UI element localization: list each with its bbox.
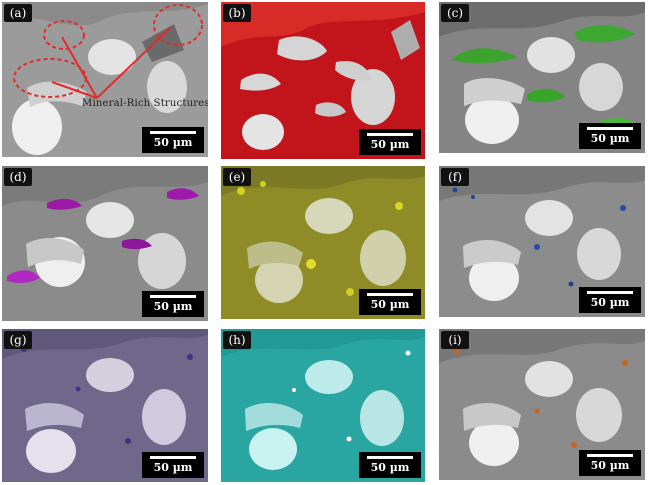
panel-g-sem-image: (g) 50 µm [2, 329, 208, 482]
panel-h-label: (h) [223, 331, 251, 349]
panel-d-label: (d) [4, 168, 32, 186]
panel-b-scale-bar: 50 µm [359, 129, 421, 155]
panel-i-scale-line [587, 454, 633, 457]
panel-g-scale-bar: 50 µm [142, 452, 204, 478]
panel-c-scale-line [587, 127, 633, 130]
panel-a-scale-text: 50 µm [153, 136, 193, 149]
panel-i-sem-image: (i) 50 µm [439, 329, 645, 480]
panel-e-element-map [221, 166, 425, 319]
panel-f-scale-bar: 50 µm [579, 287, 641, 313]
panel-h-scale-text: 50 µm [370, 461, 410, 474]
panel-i-scale-text: 50 µm [590, 459, 630, 472]
panel-a-label: (a) [4, 4, 32, 22]
panel-a-sem-image: (a) Mineral-Rich Structures 50 µm [2, 2, 208, 157]
panel-c-sem-image: (c) 50 µm [439, 2, 645, 153]
panel-h-scale-bar: 50 µm [359, 452, 421, 478]
panel-a-micrograph [2, 2, 208, 157]
panel-c-element-map [439, 2, 645, 153]
panel-c-label: (c) [441, 4, 469, 22]
panel-h-scale-line [367, 456, 413, 459]
panel-g-scale-text: 50 µm [153, 461, 193, 474]
panel-d-scale-bar: 50 µm [142, 291, 204, 317]
panel-d-scale-line [150, 295, 196, 298]
panel-i-label: (i) [441, 331, 469, 349]
panel-e-label: (e) [223, 168, 251, 186]
panel-g-label: (g) [4, 331, 32, 349]
panel-d-scale-text: 50 µm [153, 300, 193, 313]
panel-a-scale-bar: 50 µm [142, 127, 204, 153]
panel-b-sem-image: (b) 50 µm [221, 2, 425, 159]
panel-d-sem-image: (d) 50 µm [2, 166, 208, 321]
panel-b-scale-text: 50 µm [370, 138, 410, 151]
panel-f-label: (f) [441, 168, 469, 186]
panel-f-sem-image: (f) 50 µm [439, 166, 645, 317]
panel-e-scale-line [367, 293, 413, 296]
panel-b-scale-line [367, 133, 413, 136]
panel-i-scale-bar: 50 µm [579, 450, 641, 476]
panel-c-scale-text: 50 µm [590, 132, 630, 145]
panel-f-scale-text: 50 µm [590, 296, 630, 309]
panel-e-sem-image: (e) 50 µm [221, 166, 425, 319]
panel-g-scale-line [150, 456, 196, 459]
panel-f-scale-line [587, 291, 633, 294]
panel-c-scale-bar: 50 µm [579, 123, 641, 149]
panel-b-label: (b) [223, 4, 251, 22]
panel-h-sem-image: (h) 50 µm [221, 329, 425, 482]
panel-e-scale-bar: 50 µm [359, 289, 421, 315]
panel-a-scale-line [150, 131, 196, 134]
panel-e-scale-text: 50 µm [370, 298, 410, 311]
panel-d-element-map [2, 166, 208, 321]
panel-a-annotation: Mineral-Rich Structures [82, 98, 208, 109]
